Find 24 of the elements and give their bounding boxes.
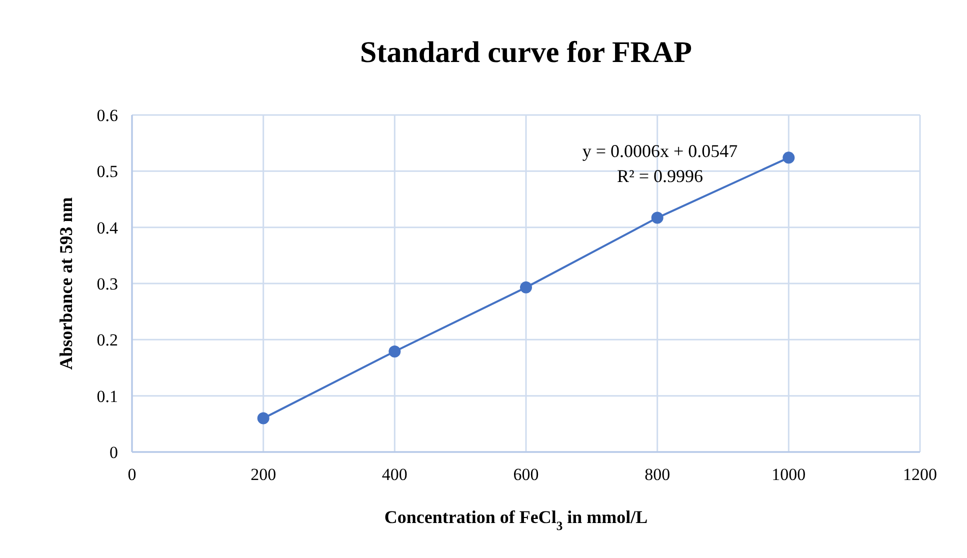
point [782,152,795,164]
y-tick-label: 0.4 [96,218,118,238]
x-tick-label: 400 [382,465,408,484]
x-tick-label: 0 [128,465,136,484]
y-tick-label: 0.5 [96,162,118,182]
annotation: y = 0.0006x + 0.0547 [582,141,738,161]
point [651,212,664,224]
x-tick-label: 1200 [903,465,937,484]
y-tick-label: 0.1 [96,386,118,406]
point [257,412,270,424]
y-tick-label: 0.3 [96,274,118,294]
y-tick-label: 0 [110,443,118,462]
x-tick-label: 600 [513,465,539,484]
annotation: R² = 0.9996 [616,166,704,186]
y-tick-label: 0.2 [96,330,118,350]
point [520,281,532,294]
y-tick-label: 0.6 [96,106,118,125]
x-axis-title: Concentration of FeCl$_{3}$ in mmol/L [384,507,648,533]
chart-title: Standard curve for FRAP [360,36,692,69]
x-tick-label: 200 [250,465,276,484]
x-tick-label: 800 [644,465,670,484]
x-tick-label: 1000 [772,465,806,484]
y-axis-title: Absorbance at 593 nm [56,197,76,370]
point [388,345,401,358]
